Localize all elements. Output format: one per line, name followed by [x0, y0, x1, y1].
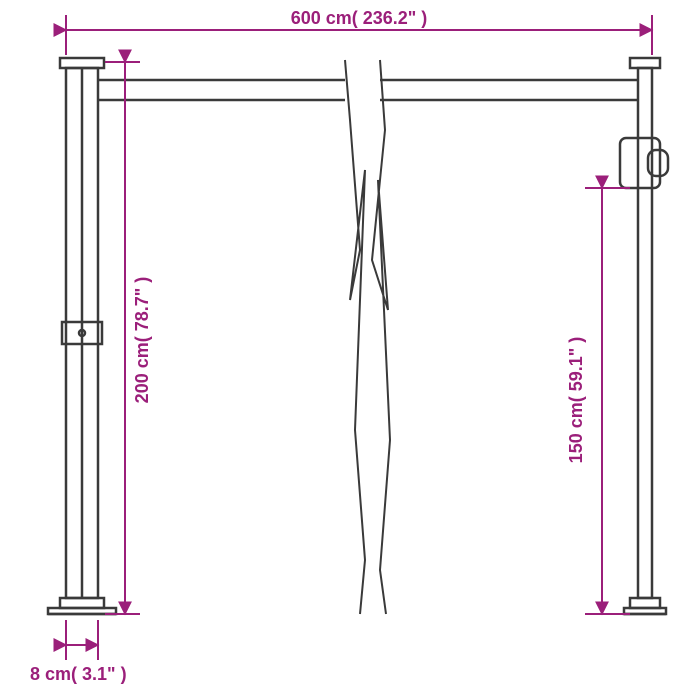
dim-depth-label: 8 cm( 3.1" )	[30, 664, 127, 684]
dim-height-label: 200 cm( 78.7" )	[132, 277, 152, 404]
dim-handle-label: 150 cm( 59.1" )	[566, 337, 586, 464]
dimension-diagram: 600 cm( 236.2" ) 200 cm( 78.7" ) 150 cm(…	[0, 0, 700, 700]
right-post	[620, 58, 668, 614]
dim-handle-height	[585, 188, 630, 614]
dim-depth	[66, 620, 98, 660]
dim-width-label: 600 cm( 236.2" )	[291, 8, 428, 28]
screen-fabric	[98, 60, 638, 614]
left-post	[48, 58, 116, 614]
handle	[620, 138, 668, 188]
